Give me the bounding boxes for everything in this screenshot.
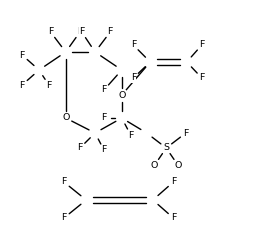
Text: F: F: [131, 40, 136, 50]
Text: F: F: [46, 81, 51, 90]
Text: F: F: [19, 51, 25, 60]
Text: F: F: [171, 213, 176, 222]
Text: F: F: [77, 28, 83, 37]
Text: O: O: [118, 91, 125, 99]
Text: F: F: [48, 28, 53, 37]
Text: O: O: [174, 160, 181, 169]
Text: F: F: [131, 74, 136, 83]
Text: F: F: [199, 74, 205, 83]
Text: F: F: [19, 81, 25, 90]
Text: F: F: [171, 177, 176, 187]
Text: F: F: [199, 40, 205, 50]
Text: S: S: [163, 144, 169, 152]
Text: F: F: [183, 129, 188, 137]
Text: F: F: [128, 130, 133, 139]
Text: F: F: [61, 213, 67, 222]
Text: O: O: [151, 160, 158, 169]
Text: F: F: [61, 177, 67, 187]
Text: F: F: [101, 145, 107, 154]
Text: F: F: [79, 28, 84, 37]
Text: F: F: [107, 28, 113, 37]
Text: F: F: [101, 85, 107, 94]
Text: F: F: [77, 144, 83, 152]
Text: O: O: [62, 113, 69, 122]
Text: F: F: [101, 113, 107, 122]
